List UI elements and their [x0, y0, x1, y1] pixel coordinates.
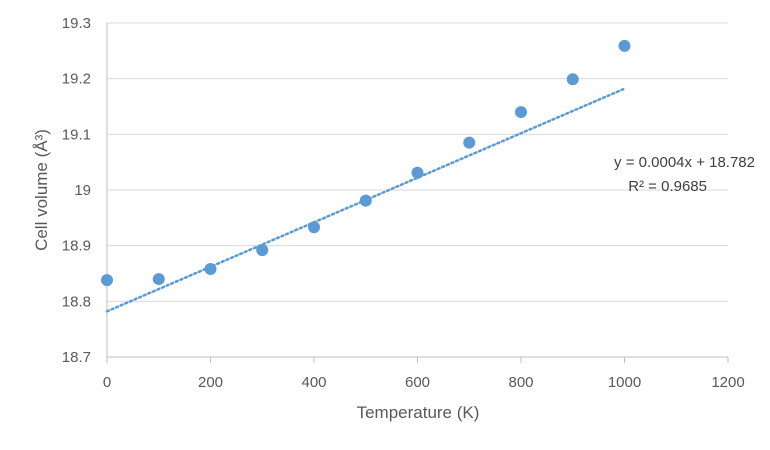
data-point — [152, 273, 165, 286]
x-tick-label: 1000 — [608, 374, 641, 391]
trendline-equation: y = 0.0004x + 18.782 — [614, 154, 755, 171]
data-point — [101, 274, 113, 287]
x-tick-label: 200 — [198, 374, 223, 391]
data-point — [256, 244, 269, 257]
y-tick-label: 19.1 — [62, 126, 91, 143]
x-tick-label: 0 — [103, 374, 111, 391]
trendline-r-squared: R² = 0.9685 — [628, 178, 707, 195]
data-point — [515, 106, 527, 119]
data-point — [411, 166, 424, 179]
x-tick-label: 800 — [508, 374, 533, 391]
y-tick-label: 19.2 — [62, 71, 91, 88]
data-point — [566, 73, 579, 86]
y-axis-title: Cell volume (Å³) — [32, 129, 51, 251]
x-axis-title: Temperature (K) — [357, 403, 480, 422]
y-tick-label: 18.7 — [62, 349, 91, 366]
data-point — [204, 263, 217, 276]
grid — [107, 22, 728, 302]
y-tick-label: 18.9 — [62, 238, 91, 255]
data-point — [463, 136, 476, 149]
y-tick-labels: 18.7 18.8 18.9 19 19.1 19.2 19.3 — [62, 15, 91, 366]
y-tick-label: 19.3 — [62, 15, 91, 32]
data-point — [359, 194, 372, 207]
x-tick-label: 600 — [405, 374, 430, 391]
x-tick-labels: 0 200 400 600 800 1000 1200 — [103, 374, 745, 391]
x-tick-label: 400 — [301, 374, 326, 391]
axes — [106, 23, 729, 363]
data-point — [308, 221, 320, 234]
data-points — [101, 39, 631, 287]
y-tick-label: 19 — [74, 182, 91, 199]
data-point — [618, 39, 631, 52]
y-tick-label: 18.8 — [62, 293, 91, 310]
x-tick-label: 1200 — [711, 374, 744, 391]
